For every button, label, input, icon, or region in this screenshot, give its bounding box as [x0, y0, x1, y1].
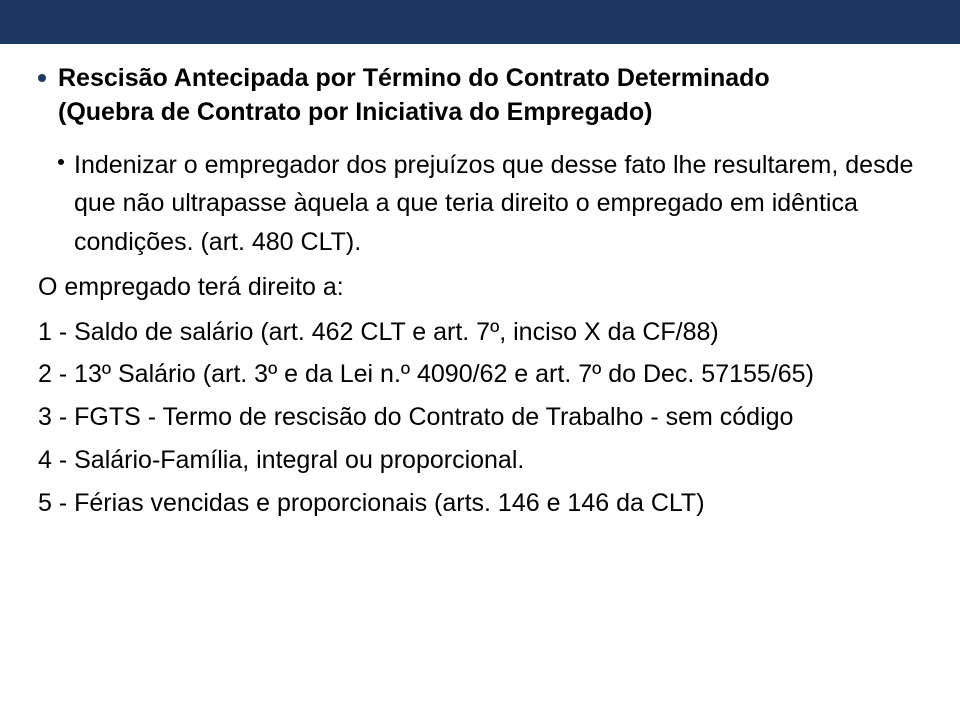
rights-list-item: 1 - Saldo de salário (art. 462 CLT e art… — [38, 313, 922, 352]
sub-paragraph-block: Indenizar o empregador dos prejuízos que… — [58, 146, 922, 262]
sub-paragraph-text: Indenizar o empregador dos prejuízos que… — [74, 146, 922, 262]
rights-list-item: 3 - FGTS - Termo de rescisão do Contrato… — [38, 398, 922, 437]
rights-list-item: 2 - 13º Salário (art. 3º e da Lei n.º 40… — [38, 355, 922, 394]
title-block: Rescisão Antecipada por Término do Contr… — [38, 62, 922, 144]
rights-list-item: 4 - Salário-Família, integral ou proporc… — [38, 441, 922, 480]
title-line-2: (Quebra de Contrato por Iniciativa do Em… — [58, 96, 770, 130]
rights-list: 1 - Saldo de salário (art. 462 CLT e art… — [38, 313, 922, 523]
slide-content: Rescisão Antecipada por Término do Contr… — [0, 44, 960, 522]
title-bullet-icon — [38, 74, 46, 82]
sub-bullet-icon — [58, 159, 64, 165]
rights-heading: O empregado terá direito a: — [38, 268, 922, 307]
title-line-1: Rescisão Antecipada por Término do Contr… — [58, 62, 770, 96]
header-bar — [0, 0, 960, 44]
rights-list-item: 5 - Férias vencidas e proporcionais (art… — [38, 484, 922, 523]
